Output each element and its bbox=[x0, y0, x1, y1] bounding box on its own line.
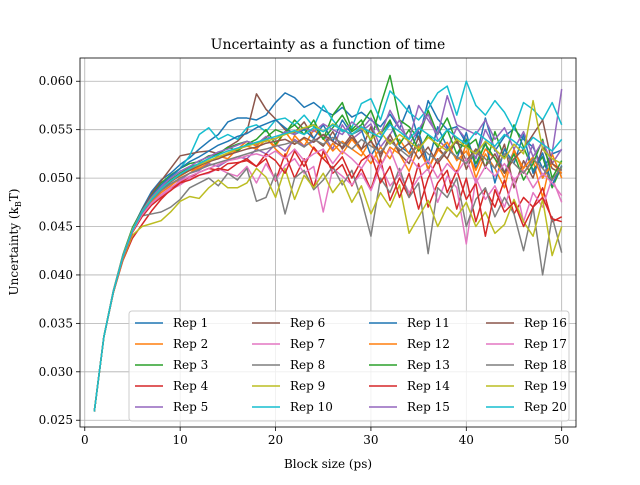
y-tick-label: 0.045 bbox=[39, 220, 73, 234]
y-axis-label-main: Uncertainty (k bbox=[7, 206, 21, 295]
series-line-rep-17 bbox=[93, 148, 563, 412]
x-tick-label: 50 bbox=[554, 433, 569, 447]
legend-label: Rep 18 bbox=[524, 358, 567, 372]
x-tick-label: 20 bbox=[268, 433, 283, 447]
y-axis-ticks: 0.025 0.030 0.035 0.040 0.045 0.050 0.055 0.060 bbox=[39, 74, 80, 427]
legend: Rep 1 Rep 2 Rep 3 Rep 4 Rep 5 Rep 6 Rep 7 Rep 8… bbox=[128, 310, 570, 422]
legend-label: Rep 16 bbox=[524, 316, 567, 330]
series-line-rep-20 bbox=[93, 124, 563, 412]
series-line-rep-15 bbox=[93, 95, 563, 412]
series-lines bbox=[93, 74, 563, 412]
x-tick-label: 0 bbox=[81, 433, 89, 447]
series-line-rep-18 bbox=[93, 136, 563, 412]
legend-label: Rep 11 bbox=[407, 316, 450, 330]
y-tick-label: 0.025 bbox=[39, 413, 73, 427]
y-tick-label: 0.035 bbox=[39, 316, 73, 330]
y-tick-label: 0.055 bbox=[39, 123, 73, 137]
legend-label: Rep 4 bbox=[173, 379, 209, 393]
legend-label: Rep 5 bbox=[173, 400, 208, 414]
legend-label: Rep 2 bbox=[173, 337, 208, 351]
x-tick-label: 30 bbox=[363, 433, 378, 447]
legend-label: Rep 19 bbox=[524, 379, 567, 393]
y-tick-label: 0.060 bbox=[39, 74, 73, 88]
legend-label: Rep 13 bbox=[407, 358, 450, 372]
series-line-rep-8 bbox=[93, 165, 563, 412]
legend-label: Rep 8 bbox=[290, 358, 325, 372]
legend-label: Rep 14 bbox=[407, 379, 450, 393]
x-axis-ticks: 0 10 20 30 40 50 bbox=[81, 427, 569, 447]
y-tick-label: 0.030 bbox=[39, 365, 73, 379]
legend-label: Rep 9 bbox=[290, 379, 325, 393]
legend-label: Rep 7 bbox=[290, 337, 325, 351]
legend-label: Rep 12 bbox=[407, 337, 450, 351]
series-line-rep-16 bbox=[93, 119, 563, 412]
series-line-rep-9 bbox=[93, 167, 563, 412]
chart-title: Uncertainty as a function of time bbox=[211, 37, 446, 53]
legend-label: Rep 20 bbox=[524, 400, 567, 414]
legend-label: Rep 15 bbox=[407, 400, 450, 414]
x-tick-label: 40 bbox=[459, 433, 474, 447]
x-axis-label: Block size (ps) bbox=[284, 457, 372, 471]
series-line-rep-13 bbox=[93, 109, 563, 412]
series-line-rep-12 bbox=[93, 130, 563, 412]
legend-label: Rep 6 bbox=[290, 316, 325, 330]
legend-label: Rep 1 bbox=[173, 316, 208, 330]
legend-label: Rep 17 bbox=[524, 337, 567, 351]
y-axis-label-subscript: B bbox=[14, 201, 23, 207]
plot-frame bbox=[79, 57, 577, 428]
legend-label: Rep 3 bbox=[173, 358, 208, 372]
y-axis-label-end: T) bbox=[7, 189, 21, 202]
y-tick-label: 0.050 bbox=[39, 171, 73, 185]
legend-label: Rep 10 bbox=[290, 400, 333, 414]
y-axis-label: Uncertainty (kBT) bbox=[7, 189, 23, 296]
legend-box bbox=[128, 310, 570, 422]
series-line-rep-14 bbox=[93, 146, 562, 412]
y-tick-label: 0.040 bbox=[39, 268, 73, 282]
x-tick-label: 10 bbox=[173, 433, 188, 447]
